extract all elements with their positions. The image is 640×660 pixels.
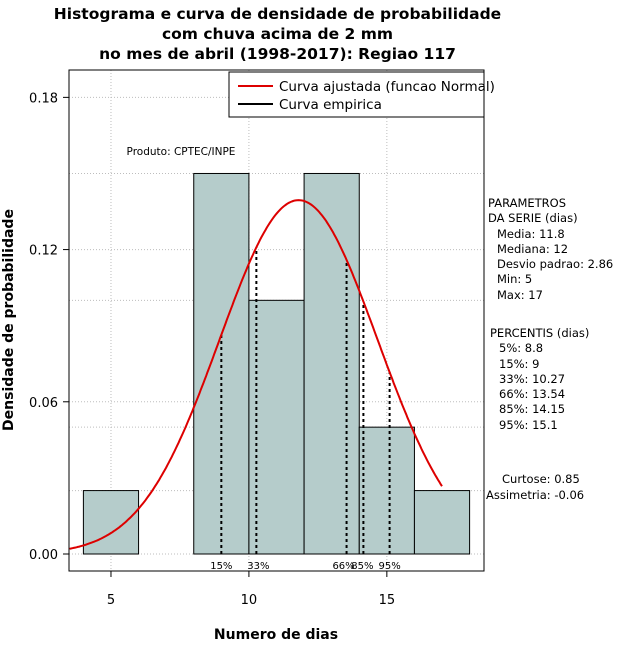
- percentil-item: 33%: 10.27: [499, 371, 566, 386]
- percentile-label: 15%: [210, 561, 232, 572]
- histogram-bar: [82, 490, 140, 555]
- y-tick-label: 0.12: [29, 244, 58, 259]
- parametros-heading-2: DA SERIE (dias): [488, 211, 578, 226]
- chart-title-line-2: com chuva acima de 2 mm: [161, 25, 394, 43]
- percentis-panel: PERCENTIS (dias) 5%: 8.8 15%: 9 33%: 10.…: [490, 326, 589, 433]
- histogram-bar: [248, 299, 305, 555]
- x-axis-label: Numero de dias: [214, 627, 338, 643]
- x-tick-label: 15: [379, 593, 396, 608]
- legend-box: [228, 71, 485, 118]
- y-tick-label: 0.06: [29, 396, 58, 411]
- parametros-panel: PARAMETROS DA SERIE (dias) Media: 11.8 M…: [488, 196, 613, 303]
- chart-title-line-1: Histograma e curva de densidade de proba…: [53, 5, 502, 23]
- histogram-bar: [358, 426, 415, 555]
- percentil-item: 85%: 14.15: [499, 402, 566, 417]
- param-min: Min: 5: [497, 272, 533, 287]
- legend-label-empirical: Curva empirica: [279, 97, 382, 113]
- param-mediana: Mediana: 12: [497, 241, 569, 256]
- x-tick-label: 5: [107, 593, 115, 608]
- legend-label-fitted: Curva ajustada (funcao Normal): [279, 79, 495, 95]
- percentile-label: 66%: [332, 561, 354, 572]
- percentil-item: 5%: 8.8: [499, 341, 544, 356]
- percentil-item: 66%: 13.54: [499, 387, 566, 402]
- percentil-item: 95%: 15.1: [499, 417, 558, 432]
- y-tick-label: 0.18: [29, 91, 58, 106]
- normal-fit-curve: [69, 199, 443, 550]
- percentile-label: 85%: [351, 561, 373, 572]
- percentile-lines: [220, 247, 391, 554]
- x-tick-label: 10: [241, 593, 258, 608]
- parametros-heading-1: PARAMETROS: [488, 196, 567, 210]
- y-tick-label: 0.00: [29, 548, 58, 563]
- histogram-bars: [82, 172, 471, 555]
- histogram-bar: [303, 172, 360, 555]
- y-axis-label: Densidade de probabilidade: [1, 209, 17, 431]
- percentis-heading: PERCENTIS (dias): [490, 326, 590, 340]
- percentile-label: 95%: [378, 561, 400, 572]
- legend: Curva ajustada (funcao Normal) Curva emp…: [228, 71, 495, 118]
- produto-annotation: Produto: CPTEC/INPE: [127, 146, 236, 158]
- percentile-label: 33%: [247, 561, 269, 572]
- x-axis-ticks: 5 10 15: [107, 571, 395, 608]
- percentile-labels: 15% 33% 66%85% 95%: [210, 561, 401, 572]
- percentil-item: 15%: 9: [499, 356, 540, 371]
- param-media: Media: 11.8: [497, 226, 565, 241]
- histogram-bar: [413, 490, 471, 555]
- histogram-bar: [193, 172, 250, 555]
- param-max: Max: 17: [497, 287, 543, 302]
- chart-title-line-3: no mes de abril (1998-2017): Regiao 117: [99, 45, 456, 63]
- assimetria-label: Assimetria: -0.06: [486, 488, 585, 502]
- curtose-label: Curtose: 0.85: [502, 472, 580, 486]
- plot-frame: [68, 69, 485, 572]
- param-desvio: Desvio padrao: 2.86: [497, 257, 614, 272]
- y-axis-ticks: 0.00 0.06 0.12 0.18: [29, 91, 69, 563]
